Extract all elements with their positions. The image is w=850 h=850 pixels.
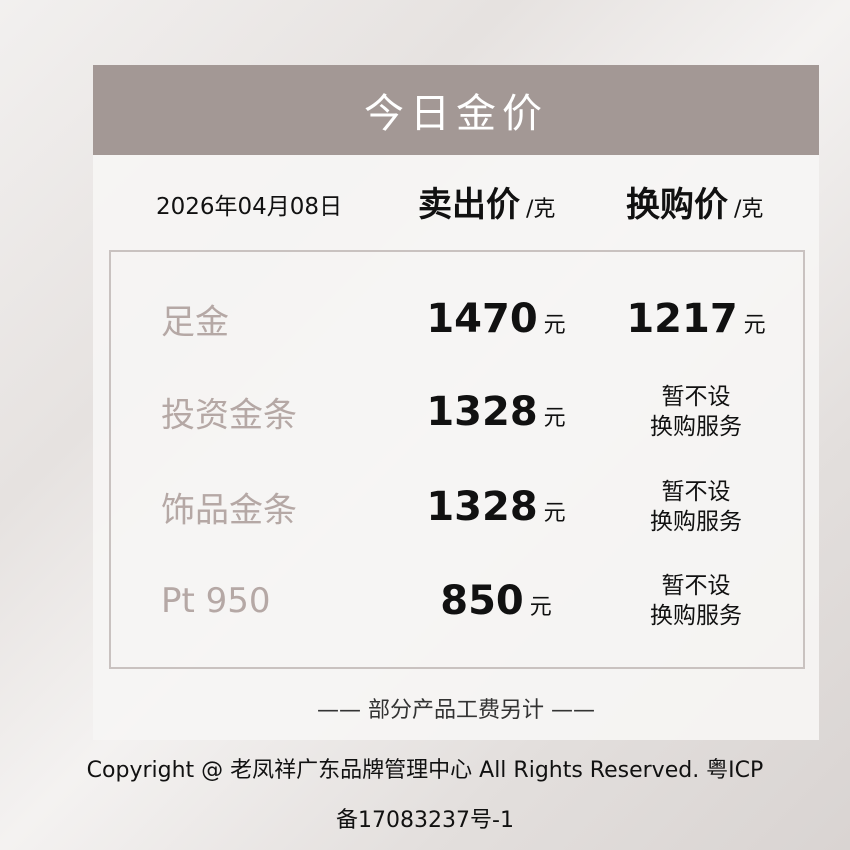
sell-price: 1470 元 bbox=[426, 296, 566, 342]
table-row: 饰品金条 1328 元 暂不设 换购服务 bbox=[111, 472, 803, 542]
table-row: Pt 950 850 元 暂不设 换购服务 bbox=[111, 566, 803, 636]
labor-fee-note: —— 部分产品工费另计 —— bbox=[317, 698, 595, 723]
icp-number: 备17083237号-1 bbox=[336, 808, 514, 833]
sell-price-header: 卖出价/克 bbox=[418, 185, 556, 225]
date-label: 2026年04月08日 bbox=[156, 194, 343, 220]
sell-price: 1328 元 bbox=[426, 484, 566, 530]
exchange-unavailable: 暂不设 换购服务 bbox=[650, 479, 742, 535]
page-title: 今日金价 bbox=[93, 65, 819, 155]
exchange-unavailable: 暂不设 换购服务 bbox=[650, 573, 742, 629]
product-label: 饰品金条 bbox=[161, 490, 297, 531]
exchange-price-header: 换购价/克 bbox=[626, 185, 764, 225]
sell-price: 1328 元 bbox=[426, 389, 566, 435]
sell-price: 850 元 bbox=[440, 578, 552, 624]
product-label: 投资金条 bbox=[161, 395, 297, 436]
product-label: 足金 bbox=[161, 302, 229, 343]
table-row: 足金 1470 元 1217 元 bbox=[111, 284, 803, 354]
product-label: Pt 950 bbox=[161, 581, 271, 621]
price-table: 足金 1470 元 1217 元 投资金条 1328 元 暂不设 换购服务 饰品金条 1… bbox=[109, 250, 805, 669]
price-card: 今日金价 2026年04月08日 卖出价/克 换购价/克 足金 1470 元 12… bbox=[93, 65, 819, 740]
exchange-unavailable: 暂不设 换购服务 bbox=[650, 384, 742, 440]
table-row: 投资金条 1328 元 暂不设 换购服务 bbox=[111, 377, 803, 447]
copyright-text: Copyright @ 老凤祥广东品牌管理中心 All Rights Reser… bbox=[86, 758, 764, 783]
exchange-price: 1217 元 bbox=[626, 296, 766, 342]
